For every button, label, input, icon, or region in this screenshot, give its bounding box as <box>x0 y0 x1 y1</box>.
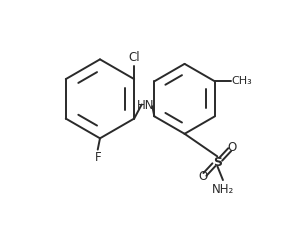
Text: O: O <box>198 170 207 183</box>
Text: S: S <box>213 155 222 168</box>
Text: NH₂: NH₂ <box>212 183 234 196</box>
Text: Cl: Cl <box>128 51 140 64</box>
Text: F: F <box>95 151 101 164</box>
Text: CH₃: CH₃ <box>232 76 252 86</box>
Text: HN: HN <box>137 99 154 112</box>
Text: O: O <box>227 141 237 154</box>
